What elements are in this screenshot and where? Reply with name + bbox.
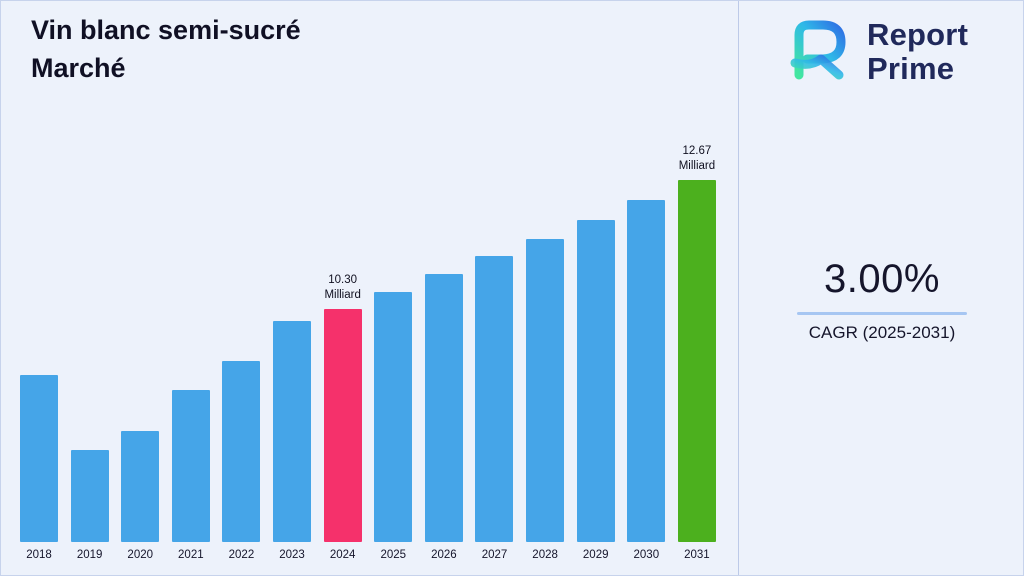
x-axis-label-2030: 2030 [633,549,660,561]
bar-2029 [576,220,615,542]
x-axis-label-2022: 2022 [228,549,255,561]
bar-column-2021: 2021 [169,390,213,561]
bar-2028 [526,239,565,542]
x-axis-label-2031: 2031 [684,549,710,561]
page-title-line1: Vin blanc semi-sucré [31,15,301,45]
report-prime-wordmark: Report Prime [867,18,968,85]
bar-chart: 2018 2019 2020 2021 2022 2023 10.30 Milliard 202… [17,144,719,561]
vertical-divider [738,1,739,575]
x-axis-label-2020: 2020 [127,549,154,561]
cagr-underline [797,312,967,315]
x-axis-label-2029: 2029 [582,549,609,561]
cagr-block: 3.00% CAGR (2025-2031) [753,257,1011,343]
page-title-line2: Marché [31,53,126,84]
bar-2021 [171,390,210,542]
x-axis-label-2023: 2023 [279,549,305,561]
bar-2027 [475,256,514,542]
bar-2019 [70,450,109,542]
x-axis-label-2025: 2025 [380,549,407,561]
bar-2022 [222,361,261,542]
bar-2023 [273,321,312,542]
bar-2024 [323,309,362,542]
report-prime-logo: Report Prime [781,13,968,90]
bar-2031 [677,180,716,542]
bar-value-label-2024: 10.30 Milliard [324,273,361,302]
bar-2026 [424,274,463,542]
bar-column-2024: 10.30 Milliard 2024 [321,273,365,561]
bar-column-2020: 2020 [118,431,162,561]
cagr-value: 3.00% [824,257,940,301]
logo-line2: Prime [867,50,955,86]
bar-2030 [627,200,666,542]
logo-line1: Report [867,17,969,53]
x-axis-label-2027: 2027 [481,549,508,561]
bar-column-2023: 2023 [270,321,314,561]
bar-column-2027: 2027 [472,256,516,561]
bar-column-2019: 2019 [68,450,112,561]
bar-column-2018: 2018 [17,375,61,561]
x-axis-label-2021: 2021 [178,549,204,561]
bar-value-label-2031: 12.67 Milliard [678,144,716,173]
bar-column-2029: 2029 [574,220,618,561]
bar-2025 [374,292,413,542]
bar-column-2022: 2022 [219,361,263,561]
bar-column-2031: 12.67 Milliard 2031 [675,144,719,561]
bar-column-2025: 2025 [371,292,415,561]
x-axis-label-2018: 2018 [26,549,52,561]
report-prime-logo-icon [781,13,853,90]
bar-2018 [20,375,58,542]
bar-column-2028: 2028 [523,239,567,561]
bar-2020 [121,431,160,542]
x-axis-label-2024: 2024 [329,549,356,561]
x-axis-label-2019: 2019 [76,549,103,561]
x-axis-label-2026: 2026 [431,549,457,561]
cagr-label: CAGR (2025-2031) [808,323,956,342]
bar-column-2026: 2026 [422,274,466,561]
page-title: Vin blanc semi-sucré Marché [31,11,301,88]
x-axis-label-2028: 2028 [532,549,558,561]
bar-column-2030: 2030 [624,200,668,561]
